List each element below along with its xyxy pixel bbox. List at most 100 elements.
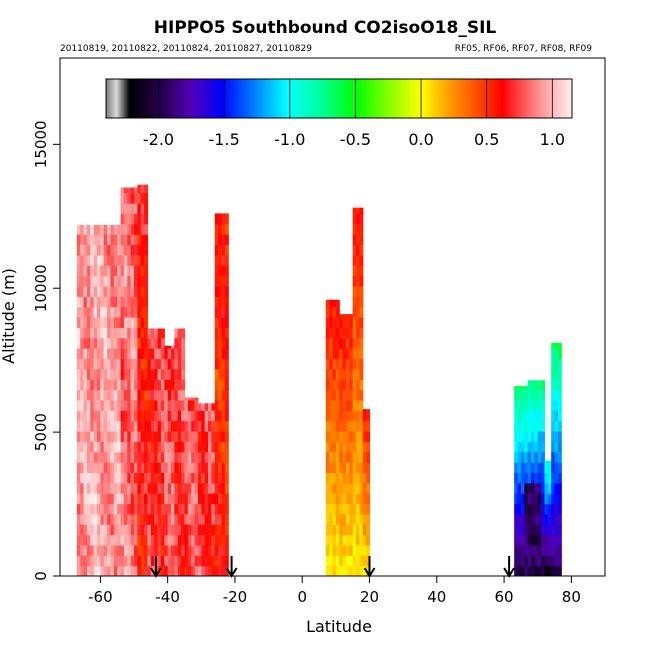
data-cell (339, 368, 344, 380)
data-cell (107, 368, 112, 380)
data-cell (349, 420, 354, 432)
data-cell (537, 420, 542, 432)
data-cell (325, 534, 330, 546)
data-cell (107, 296, 112, 308)
data-cell (137, 565, 142, 576)
data-cell (352, 285, 357, 297)
data-cell (557, 524, 562, 536)
data-cell (150, 368, 155, 380)
data-cell (332, 299, 337, 308)
data-cell (221, 389, 226, 401)
data-cell (551, 342, 556, 349)
data-cell (144, 482, 149, 494)
data-cell (342, 555, 347, 567)
data-cell (359, 296, 364, 308)
data-cell (130, 192, 135, 204)
data-cell (339, 348, 344, 360)
data-cell (100, 565, 105, 576)
data-cell (514, 386, 519, 391)
data-cell (530, 565, 535, 576)
chart-subtitle-left: 20110819, 20110822, 20110824, 20110827, … (60, 44, 312, 54)
data-cell (134, 399, 138, 411)
data-cell (86, 555, 91, 567)
data-cell (164, 441, 169, 453)
data-cell (150, 348, 155, 360)
data-cell (541, 451, 546, 463)
data-cell (547, 524, 552, 536)
data-cell (177, 379, 182, 391)
data-cell (537, 462, 542, 473)
data-cell (117, 420, 122, 432)
data-cell (201, 555, 206, 567)
data-cell (117, 296, 122, 308)
data-cell (201, 503, 206, 515)
data-cell (551, 493, 556, 505)
data-cell (113, 348, 118, 360)
data-cell (181, 358, 186, 370)
data-cell (167, 503, 172, 515)
data-cell (123, 187, 128, 194)
data-cell (329, 503, 334, 515)
data-cell (144, 213, 149, 225)
data-cell (83, 368, 88, 380)
data-cell (107, 254, 112, 266)
data-cell (204, 565, 209, 576)
data-cell (107, 524, 112, 536)
data-cell (107, 565, 112, 576)
data-cell (221, 296, 226, 308)
data-cell (224, 399, 229, 411)
data-cell (352, 462, 357, 473)
data-cell (127, 513, 132, 525)
data-cell (103, 430, 108, 442)
data-cell (214, 441, 219, 453)
data-cell (191, 462, 196, 473)
data-cell (342, 462, 347, 473)
data-cell (177, 358, 182, 370)
data-cell (140, 399, 145, 411)
x-tick-label: 0 (297, 588, 307, 606)
data-cell (154, 410, 159, 422)
data-cell (127, 203, 132, 214)
data-cell (167, 420, 172, 432)
data-cell (90, 544, 95, 556)
data-cell (134, 265, 138, 277)
data-cell (345, 399, 350, 411)
data-cell (362, 441, 367, 453)
data-cell (537, 544, 542, 556)
data-cell (366, 409, 371, 411)
data-cell (349, 524, 354, 536)
data-cell (93, 472, 98, 484)
data-cell (352, 265, 357, 277)
data-cell (83, 482, 88, 494)
data-cell (134, 317, 138, 328)
data-cell (530, 555, 535, 567)
data-cell (329, 389, 334, 401)
data-cell (325, 472, 330, 484)
data-cell (551, 513, 556, 525)
data-cell (123, 503, 128, 515)
data-cell (167, 524, 172, 536)
data-cell (214, 223, 219, 235)
data-cell (171, 345, 175, 349)
data-cell (181, 348, 186, 360)
data-cell (83, 555, 88, 567)
data-cell (127, 462, 132, 473)
data-cell (214, 348, 219, 360)
data-cell (325, 348, 330, 360)
data-cell (174, 358, 179, 370)
data-cell (97, 462, 101, 473)
data-cell (140, 223, 145, 235)
data-cell (221, 565, 226, 576)
data-cell (554, 389, 559, 401)
data-cell (329, 306, 334, 318)
colorbar-tick-label: 0.0 (408, 130, 433, 149)
data-cell (93, 224, 98, 235)
data-cell (147, 544, 152, 556)
data-cell (332, 368, 337, 380)
data-cell (110, 234, 115, 246)
data-cell (537, 441, 542, 453)
data-cell (517, 399, 522, 411)
data-cell (332, 430, 337, 442)
data-cell (154, 544, 159, 556)
data-cell (120, 234, 125, 246)
